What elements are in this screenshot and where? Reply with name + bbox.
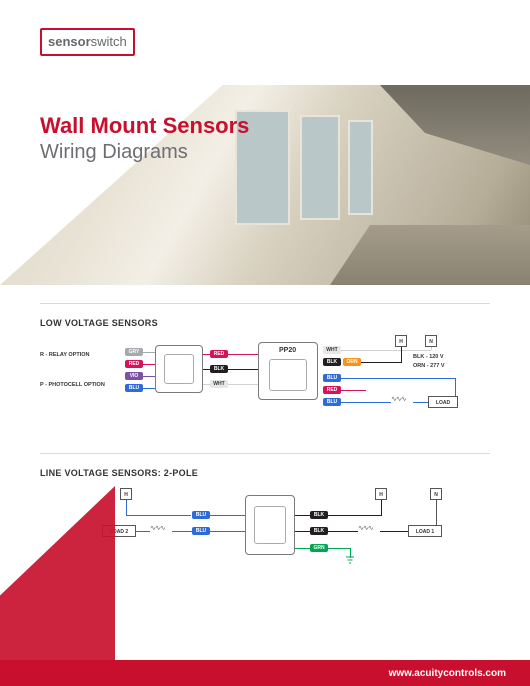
wire — [143, 364, 155, 365]
chip-blu: BLU — [125, 384, 143, 392]
chip-red: RED — [323, 386, 341, 394]
wire — [228, 369, 258, 370]
chip-orn: ORN — [343, 358, 361, 366]
hero-title: Wall Mount Sensors Wiring Diagrams — [40, 113, 249, 164]
section2-title: LINE VOLTAGE SENSORS: 2-POLE — [40, 468, 198, 478]
wire — [143, 352, 155, 353]
wire — [136, 531, 150, 532]
pp20-inner — [269, 359, 307, 391]
hero-window — [348, 120, 373, 215]
pp20-box: PP20 — [258, 342, 318, 400]
wire — [172, 531, 192, 532]
chip-grn: GRN — [310, 544, 328, 552]
label-orn-277v: ORN - 277 V — [413, 363, 444, 369]
wire — [328, 531, 358, 532]
ground-icon — [345, 556, 355, 566]
wire — [361, 362, 401, 363]
hero-window — [300, 115, 340, 220]
accent-triangle — [0, 486, 115, 686]
chip-wht: WHT — [323, 346, 341, 354]
title-line1: Wall Mount Sensors — [40, 113, 249, 139]
wire — [436, 500, 437, 525]
wire — [341, 378, 456, 379]
chip-blu: BLU — [192, 511, 210, 519]
terminal-h: H — [120, 488, 132, 500]
terminal-load1: LOAD 1 — [408, 525, 442, 537]
hero-floor — [330, 225, 530, 285]
coil-icon — [391, 399, 413, 405]
wire — [143, 388, 155, 389]
sensor-box — [155, 345, 203, 393]
wire — [126, 500, 127, 515]
wire — [143, 376, 155, 377]
chip-blu: BLU — [323, 374, 341, 382]
wire — [328, 515, 381, 516]
label-relay-option: R - RELAY OPTION — [40, 352, 90, 358]
chip-blu: BLU — [323, 398, 341, 406]
diagram-low-voltage: R - RELAY OPTION P - PHOTOCELL OPTION GR… — [95, 340, 475, 435]
wire — [228, 354, 258, 355]
chip-red: RED — [210, 350, 228, 358]
label-photocell-option: P - PHOTOCELL OPTION — [40, 382, 105, 388]
wire — [203, 369, 210, 370]
wire — [295, 548, 310, 549]
hero-ceiling — [380, 85, 530, 165]
coil-icon — [358, 528, 380, 534]
terminal-n: N — [430, 488, 442, 500]
diagram-line-voltage-2pole: H H N LOAD 2 LOAD 1 BLU BLU BLK BLK GRN — [120, 490, 480, 585]
brand-part1: sensor — [48, 34, 91, 49]
wire — [328, 548, 350, 549]
wire — [380, 531, 408, 532]
wire — [341, 350, 431, 351]
sensor-inner — [164, 354, 194, 384]
sensor-inner — [254, 506, 286, 544]
wire — [203, 384, 210, 385]
chip-blk: BLK — [210, 365, 228, 373]
chip-blk: BLK — [310, 527, 328, 535]
wire — [341, 390, 366, 391]
wire — [401, 347, 402, 363]
wire — [295, 515, 310, 516]
wire — [413, 402, 428, 403]
chip-blu: BLU — [192, 527, 210, 535]
divider — [40, 453, 490, 454]
footer-band: www.acuitycontrols.com — [0, 660, 530, 686]
wire — [341, 402, 391, 403]
chip-gry: GRY — [125, 348, 143, 356]
terminal-n: N — [425, 335, 437, 347]
chip-wht: WHT — [210, 380, 228, 388]
divider — [40, 303, 490, 304]
chip-vio: VIO — [125, 372, 143, 380]
chip-blk: BLK — [323, 358, 341, 366]
wire — [455, 378, 456, 396]
terminal-h: H — [375, 488, 387, 500]
pp20-label: PP20 — [279, 347, 296, 354]
brand-logo: sensorswitch — [40, 28, 135, 56]
wire — [126, 515, 191, 516]
wire — [203, 354, 210, 355]
sensor-2pole-box — [245, 495, 295, 555]
hero-region: Wall Mount Sensors Wiring Diagrams — [0, 85, 530, 285]
wire — [381, 500, 382, 516]
title-line2: Wiring Diagrams — [40, 141, 249, 164]
footer-url-link[interactable]: www.acuitycontrols.com — [389, 668, 506, 679]
label-blk-120v: BLK - 120 V — [413, 354, 444, 360]
wire — [431, 347, 432, 350]
coil-icon — [150, 528, 172, 534]
section1-title: LOW VOLTAGE SENSORS — [40, 318, 158, 328]
wire — [295, 531, 310, 532]
chip-blk: BLK — [310, 511, 328, 519]
wire — [210, 531, 245, 532]
terminal-load: LOAD — [428, 396, 458, 408]
chip-red: RED — [125, 360, 143, 368]
terminal-h: H — [395, 335, 407, 347]
wire — [228, 384, 258, 385]
wire — [210, 515, 245, 516]
brand-part2: switch — [91, 34, 127, 49]
